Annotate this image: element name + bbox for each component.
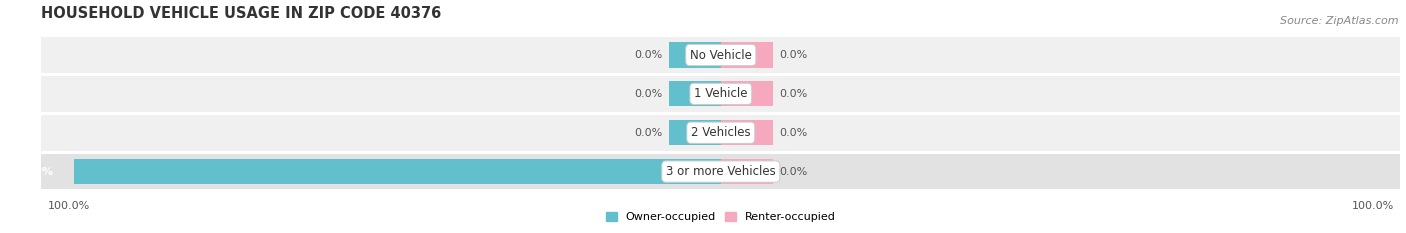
Bar — [721, 42, 772, 68]
Bar — [721, 159, 772, 184]
Text: 0.0%: 0.0% — [779, 50, 807, 60]
Bar — [721, 81, 772, 106]
Text: 0.0%: 0.0% — [634, 50, 662, 60]
Text: 100.0%: 100.0% — [8, 167, 53, 177]
Text: 0.0%: 0.0% — [634, 89, 662, 99]
Text: 0.0%: 0.0% — [779, 89, 807, 99]
Bar — [669, 81, 721, 106]
Text: 100.0%: 100.0% — [48, 201, 90, 211]
Bar — [41, 154, 1400, 189]
Bar — [73, 159, 721, 184]
Bar — [41, 76, 1400, 112]
Text: No Vehicle: No Vehicle — [690, 48, 752, 62]
Text: 100.0%: 100.0% — [1351, 201, 1393, 211]
Text: 0.0%: 0.0% — [779, 128, 807, 138]
Text: 3 or more Vehicles: 3 or more Vehicles — [666, 165, 776, 178]
Text: 1 Vehicle: 1 Vehicle — [695, 87, 748, 100]
Text: HOUSEHOLD VEHICLE USAGE IN ZIP CODE 40376: HOUSEHOLD VEHICLE USAGE IN ZIP CODE 4037… — [41, 6, 441, 21]
Text: 0.0%: 0.0% — [779, 167, 807, 177]
Text: 2 Vehicles: 2 Vehicles — [690, 126, 751, 139]
Text: Source: ZipAtlas.com: Source: ZipAtlas.com — [1281, 16, 1399, 26]
Bar — [669, 42, 721, 68]
Legend: Owner-occupied, Renter-occupied: Owner-occupied, Renter-occupied — [602, 207, 841, 227]
Bar — [669, 120, 721, 145]
Text: 0.0%: 0.0% — [634, 128, 662, 138]
Bar — [41, 115, 1400, 151]
Bar — [41, 37, 1400, 73]
Bar — [721, 120, 772, 145]
